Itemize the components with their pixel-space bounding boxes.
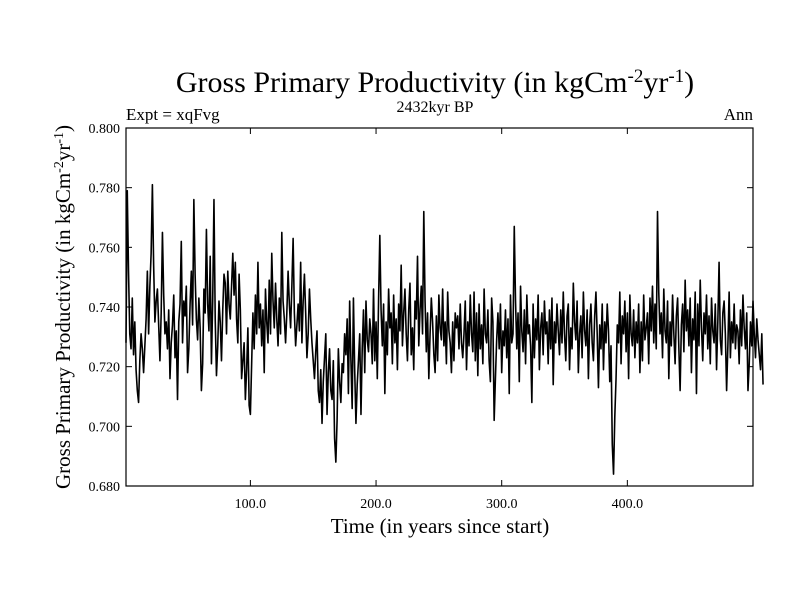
x-tick-label: 300.0 <box>486 497 518 512</box>
y-tick-label: 0.760 <box>89 241 121 256</box>
y-axis: 0.680 0.700 0.720 0.740 0.760 0.780 0.800 <box>89 122 753 495</box>
x-tick-label: 100.0 <box>235 497 267 512</box>
x-axis: 100.0 200.0 300.0 400.0 <box>235 128 643 512</box>
experiment-label: Expt = xqFvg <box>126 105 220 124</box>
y-axis-title: Gross Primary Productivity (in kgCm-2yr-… <box>51 125 75 489</box>
y-tick-label: 0.680 <box>89 480 121 495</box>
period-label: 2432kyr BP <box>397 99 474 116</box>
chart-title: Gross Primary Productivity (in kgCm-2yr-… <box>176 66 694 100</box>
series-line-gpp <box>125 183 764 475</box>
y-tick-label: 0.740 <box>89 301 121 316</box>
y-tick-label: 0.700 <box>89 420 121 435</box>
x-tick-label: 200.0 <box>360 497 392 512</box>
y-tick-label: 0.800 <box>89 122 121 137</box>
y-tick-label: 0.720 <box>89 361 121 376</box>
x-tick-label: 400.0 <box>612 497 644 512</box>
y-tick-label: 0.780 <box>89 182 121 197</box>
x-axis-title: Time (in years since start) <box>331 514 550 538</box>
season-label: Ann <box>724 105 754 124</box>
